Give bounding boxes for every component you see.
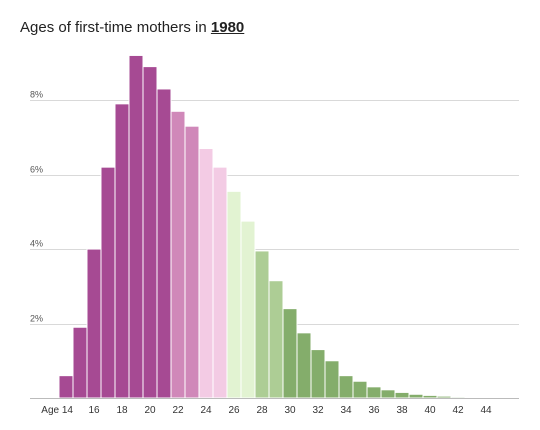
bar-age-26[interactable]: [226, 190, 242, 399]
x-tick-label: 38: [396, 405, 408, 416]
x-tick-label: 22: [172, 405, 184, 416]
x-tick-label: 44: [480, 405, 492, 416]
bar-age-31[interactable]: [296, 332, 312, 399]
bar-age-33[interactable]: [324, 360, 340, 399]
bar-age-38[interactable]: [394, 391, 410, 399]
x-tick-label: 40: [424, 405, 436, 416]
x-tick-label: 30: [284, 405, 296, 416]
bar-age-19[interactable]: [128, 54, 144, 399]
chart-title-year[interactable]: 1980: [210, 19, 245, 36]
x-tick-label: 32: [312, 405, 324, 416]
x-tick-label: 18: [116, 405, 128, 416]
bar-age-15[interactable]: [72, 326, 88, 399]
bars: [58, 54, 494, 399]
chart-title-prefix: Ages of first-time mothers in: [20, 19, 207, 36]
bar-age-24[interactable]: [198, 148, 214, 399]
bar-age-35[interactable]: [352, 380, 368, 399]
bar-age-30[interactable]: [282, 308, 298, 399]
x-tick-label: 16: [88, 405, 100, 416]
bar-age-32[interactable]: [310, 349, 326, 399]
bar-age-37[interactable]: [380, 389, 396, 399]
x-tick-label: Age 14: [41, 405, 73, 416]
bar-age-23[interactable]: [184, 125, 200, 399]
y-tick-label: 8%: [30, 90, 43, 100]
x-tick-label: 28: [256, 405, 268, 416]
x-tick-label: 20: [144, 405, 156, 416]
bar-age-41[interactable]: [436, 395, 452, 399]
chart-title: Ages of first-time mothers in 1980: [20, 19, 244, 36]
bar-age-17[interactable]: [100, 166, 116, 399]
x-tick-label: 36: [368, 405, 380, 416]
x-tick-label: 34: [340, 405, 352, 416]
bar-age-14[interactable]: [58, 375, 74, 399]
bar-age-21[interactable]: [156, 88, 172, 399]
bar-age-39[interactable]: [408, 393, 424, 399]
bar-age-27[interactable]: [240, 220, 256, 399]
bar-age-43[interactable]: [464, 396, 480, 399]
x-tick-label: 26: [228, 405, 240, 416]
x-tick-label: 42: [452, 405, 464, 416]
y-tick-label: 2%: [30, 314, 43, 324]
bar-age-34[interactable]: [338, 375, 354, 399]
bar-age-18[interactable]: [114, 103, 130, 399]
bar-age-40[interactable]: [422, 394, 438, 399]
bar-age-25[interactable]: [212, 166, 228, 399]
x-tick-label: 24: [200, 405, 212, 416]
bar-age-22[interactable]: [170, 110, 186, 399]
y-tick-label: 6%: [30, 165, 43, 175]
bar-age-20[interactable]: [142, 66, 158, 399]
y-tick-label: 4%: [30, 239, 43, 249]
bar-age-36[interactable]: [366, 386, 382, 399]
bar-age-29[interactable]: [268, 280, 284, 399]
bar-age-42[interactable]: [450, 396, 466, 399]
bar-age-28[interactable]: [254, 250, 270, 399]
bar-age-16[interactable]: [86, 248, 102, 399]
x-axis: Age 14 16 18 20 22 24 26 28 30 32 34 36 38 40 42 44: [30, 398, 519, 416]
